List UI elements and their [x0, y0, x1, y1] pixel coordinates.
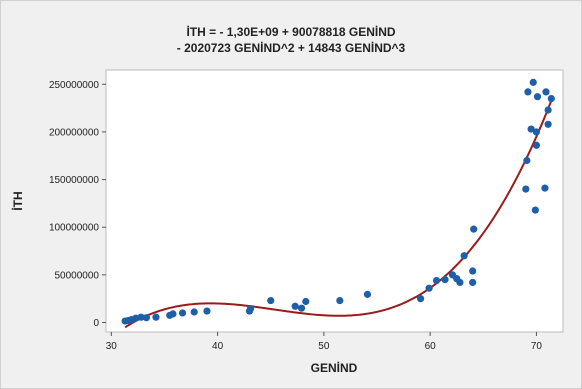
data-point: [336, 296, 344, 305]
data-point: [547, 94, 555, 103]
fitted-regression-line: [124, 100, 553, 329]
data-point: [523, 156, 531, 165]
chart-title-line-2: - 2020723 GENİND^2 + 14843 GENİND^3: [177, 40, 406, 55]
data-point: [470, 225, 478, 233]
y-tick-label: 100000000: [49, 223, 99, 234]
data-point: [441, 276, 449, 284]
data-point: [190, 308, 198, 316]
x-tick-label: 40: [212, 341, 224, 352]
data-point: [541, 184, 549, 192]
x-tick-label: 30: [106, 341, 118, 352]
y-tick-label: 0: [93, 318, 99, 329]
data-point: [532, 141, 541, 149]
data-point: [267, 296, 275, 305]
x-axis-title: GENİND: [311, 360, 358, 375]
data-point: [469, 278, 477, 287]
data-point: [529, 78, 537, 86]
data-point: [524, 88, 532, 96]
y-axis-title: İTH: [10, 191, 25, 210]
data-point: [302, 297, 310, 306]
data-point: [522, 185, 530, 193]
y-tick-label: 150000000: [49, 175, 99, 186]
y-tick-label: 50000000: [55, 270, 100, 281]
points-layer: [121, 78, 555, 325]
x-tick-label: 70: [531, 341, 543, 352]
data-point: [544, 106, 552, 114]
data-point: [291, 302, 299, 310]
data-point: [432, 276, 441, 285]
data-point: [137, 313, 145, 321]
data-point: [527, 125, 535, 133]
data-point: [532, 128, 541, 136]
data-point: [416, 295, 425, 303]
data-point: [297, 304, 306, 312]
data-point: [178, 309, 187, 317]
data-point: [142, 314, 150, 322]
data-point: [363, 290, 372, 298]
data-point: [152, 313, 160, 321]
data-point: [169, 310, 177, 318]
data-point: [132, 314, 140, 322]
data-point: [460, 252, 468, 260]
data-point: [203, 307, 211, 315]
data-point: [246, 305, 255, 313]
x-tick-label: 60: [425, 341, 437, 352]
y-axis: 0 50000000 100000000 150000000 200000000 2500…: [49, 80, 106, 329]
y-tick-label: 200000000: [49, 127, 99, 138]
x-axis: 30 40 50 60 70: [106, 332, 543, 352]
plot-area: [105, 69, 564, 333]
fit-layer: [124, 100, 553, 329]
data-point: [542, 88, 550, 96]
y-tick-label: 250000000: [49, 80, 99, 91]
data-point: [425, 284, 433, 292]
x-tick-label: 50: [318, 341, 330, 352]
data-point: [469, 267, 477, 275]
data-point: [533, 93, 542, 101]
data-point: [531, 206, 539, 214]
chart-title-line-1: İTH = - 1,30E+09 + 90078818 GENİND: [186, 24, 395, 39]
data-point: [544, 120, 552, 128]
data-point: [456, 278, 464, 287]
